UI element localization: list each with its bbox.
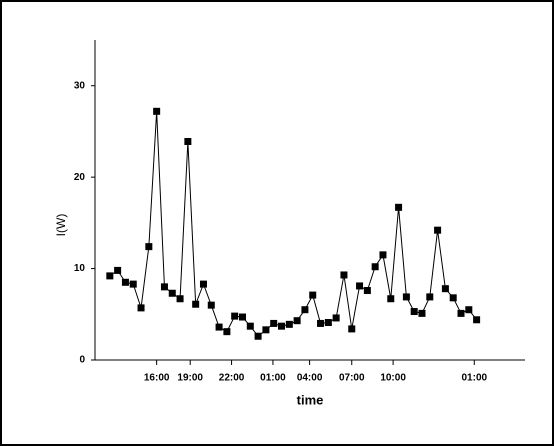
data-point: [285, 320, 293, 328]
x-tick-label: 16:00: [144, 373, 170, 384]
data-point: [356, 282, 364, 290]
x-tick-label: 19:00: [177, 373, 203, 384]
data-point: [278, 322, 286, 330]
data-point: [192, 300, 200, 308]
data-point: [348, 325, 356, 333]
x-tick-label: 01:00: [461, 373, 487, 384]
x-tick-label: 07:00: [339, 373, 365, 384]
data-point: [324, 319, 332, 327]
data-point: [309, 291, 317, 299]
data-point: [114, 266, 122, 274]
x-tick-label: 01:00: [260, 373, 286, 384]
y-axis-label: I(W): [54, 214, 68, 237]
data-point: [153, 107, 161, 115]
x-tick-label: 04:00: [297, 373, 323, 384]
data-point: [137, 304, 145, 312]
data-point: [231, 312, 239, 320]
data-point: [473, 316, 481, 324]
data-point: [207, 301, 215, 309]
data-point: [340, 271, 348, 279]
data-point: [449, 294, 457, 302]
data-point: [402, 293, 410, 301]
x-tick-label: 10:00: [380, 373, 406, 384]
data-point: [176, 295, 184, 303]
data-point: [426, 293, 434, 301]
data-point: [215, 323, 223, 331]
y-tick-label: 20: [74, 172, 86, 183]
data-point: [254, 332, 262, 340]
data-point: [410, 308, 418, 316]
data-point: [145, 243, 153, 251]
data-point: [465, 306, 473, 314]
data-point: [293, 317, 301, 325]
data-point: [129, 280, 137, 288]
y-tick-label: 10: [74, 263, 86, 274]
data-point: [184, 137, 192, 145]
data-point: [168, 289, 176, 297]
data-point: [332, 314, 340, 322]
data-point: [371, 263, 379, 271]
data-point: [301, 306, 309, 314]
data-point: [270, 319, 278, 327]
y-tick-label: 0: [79, 355, 85, 366]
x-axis-label: time: [297, 392, 324, 407]
data-point: [262, 326, 270, 334]
data-point: [395, 203, 403, 211]
data-point: [121, 278, 129, 286]
data-point: [223, 328, 231, 336]
data-point: [238, 313, 246, 321]
y-tick-label: 30: [74, 80, 86, 91]
x-tick-label: 22:00: [219, 373, 245, 384]
data-point: [246, 322, 254, 330]
data-point: [199, 280, 207, 288]
data-point: [317, 319, 325, 327]
data-point: [418, 309, 426, 317]
data-point: [106, 272, 114, 280]
data-point: [160, 283, 168, 291]
data-point: [387, 295, 395, 303]
data-point: [363, 287, 371, 295]
data-point: [441, 285, 449, 293]
data-point: [379, 251, 387, 259]
data-point: [457, 309, 465, 317]
data-point: [434, 226, 442, 234]
